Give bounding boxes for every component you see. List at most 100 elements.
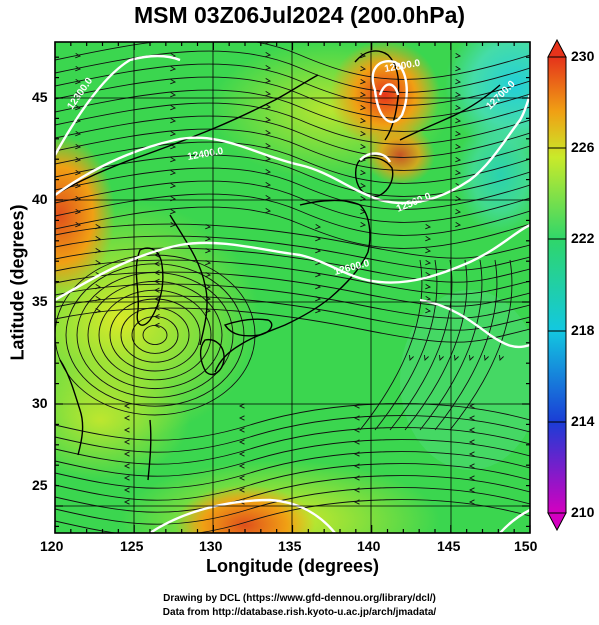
streamlines [55, 42, 530, 533]
streamline [409, 354, 414, 361]
streamline [315, 308, 322, 314]
streamline [55, 247, 530, 283]
streamline [55, 206, 530, 249]
streamline [455, 170, 462, 176]
streamline [425, 308, 432, 314]
streamline [499, 354, 504, 361]
streamline [205, 236, 212, 242]
streamline [353, 403, 360, 409]
streamline [455, 79, 462, 85]
streamline [153, 313, 160, 320]
colorbar-min-arrow [547, 512, 567, 532]
colorbar-tick-label: 230 [571, 48, 595, 64]
streamline [360, 183, 367, 189]
x-tick-label: 120 [40, 538, 64, 554]
streamline [360, 170, 367, 176]
streamline [123, 403, 130, 409]
streamline [95, 284, 102, 290]
streamline [75, 183, 82, 189]
colorbar-tick-label: 222 [571, 230, 595, 246]
streamline [238, 439, 245, 445]
streamline [265, 169, 272, 175]
streamline [449, 259, 513, 431]
streamline [238, 451, 245, 457]
streamline [153, 261, 160, 267]
streamline [315, 236, 322, 242]
streamline [468, 415, 475, 421]
streamline [315, 224, 322, 230]
streamline [238, 427, 245, 433]
streamline [75, 92, 82, 98]
streamline [439, 354, 444, 361]
streamline [76, 272, 234, 398]
y-tick-label: 35 [32, 293, 48, 309]
streamline [170, 131, 177, 137]
streamline [425, 224, 432, 230]
colorbar-tick-label: 218 [571, 322, 595, 338]
streamline [425, 272, 432, 278]
streamline [468, 439, 475, 445]
streamline [425, 248, 432, 254]
streamline [360, 105, 367, 111]
streamline [468, 475, 475, 481]
streamline [170, 92, 177, 98]
streamline [265, 52, 272, 58]
streamline [265, 42, 272, 45]
streamline [315, 296, 322, 302]
streamline [123, 475, 130, 481]
streamline [153, 305, 160, 311]
streamline [434, 259, 498, 431]
streamline [75, 66, 82, 72]
streamline [455, 144, 462, 150]
streamline [455, 222, 462, 228]
streamline [95, 224, 102, 230]
x-tick-label: 145 [437, 538, 461, 554]
streamline [55, 102, 530, 145]
streamline [468, 403, 475, 409]
streamline [455, 53, 462, 59]
streamline [75, 209, 82, 215]
streamline [468, 499, 475, 505]
streamline [170, 157, 177, 163]
streamline [205, 260, 212, 266]
streamline [55, 451, 530, 489]
credit-drawing: Drawing by DCL (https://www.gfd-dennou.o… [163, 593, 436, 604]
streamline [353, 439, 360, 445]
streamline [55, 167, 530, 210]
y-tick-label: 40 [32, 191, 48, 207]
streamline [98, 289, 212, 381]
streamline [238, 475, 245, 481]
y-tick-label: 45 [32, 89, 48, 105]
colorbar-tick-label: 210 [571, 504, 595, 520]
streamline [170, 79, 177, 85]
streamline [131, 316, 179, 354]
streamline [170, 183, 177, 189]
streamline [454, 354, 459, 361]
colorbar-tick-label: 214 [571, 413, 595, 429]
streamline [75, 144, 82, 150]
streamline [153, 322, 160, 329]
streamline [455, 157, 462, 163]
streamline [389, 259, 453, 431]
streamline [123, 463, 130, 469]
streamline [469, 354, 474, 361]
streamline [153, 278, 160, 285]
lat-lon-grid [55, 42, 530, 533]
colorbar-scale [547, 56, 567, 514]
streamline [360, 222, 367, 228]
colorbar-max-arrow [547, 38, 567, 58]
streamline [265, 130, 272, 136]
streamline [123, 415, 130, 421]
streamline [353, 499, 360, 505]
streamline [468, 427, 475, 433]
streamline [238, 403, 245, 409]
y-tick-label: 30 [32, 395, 48, 411]
streamline [315, 284, 322, 290]
streamline [55, 403, 530, 441]
streamline [123, 439, 130, 445]
streamline [360, 92, 367, 98]
colorbar [547, 38, 567, 532]
streamline [55, 89, 530, 132]
streamline [205, 272, 212, 278]
streamline [265, 117, 272, 123]
